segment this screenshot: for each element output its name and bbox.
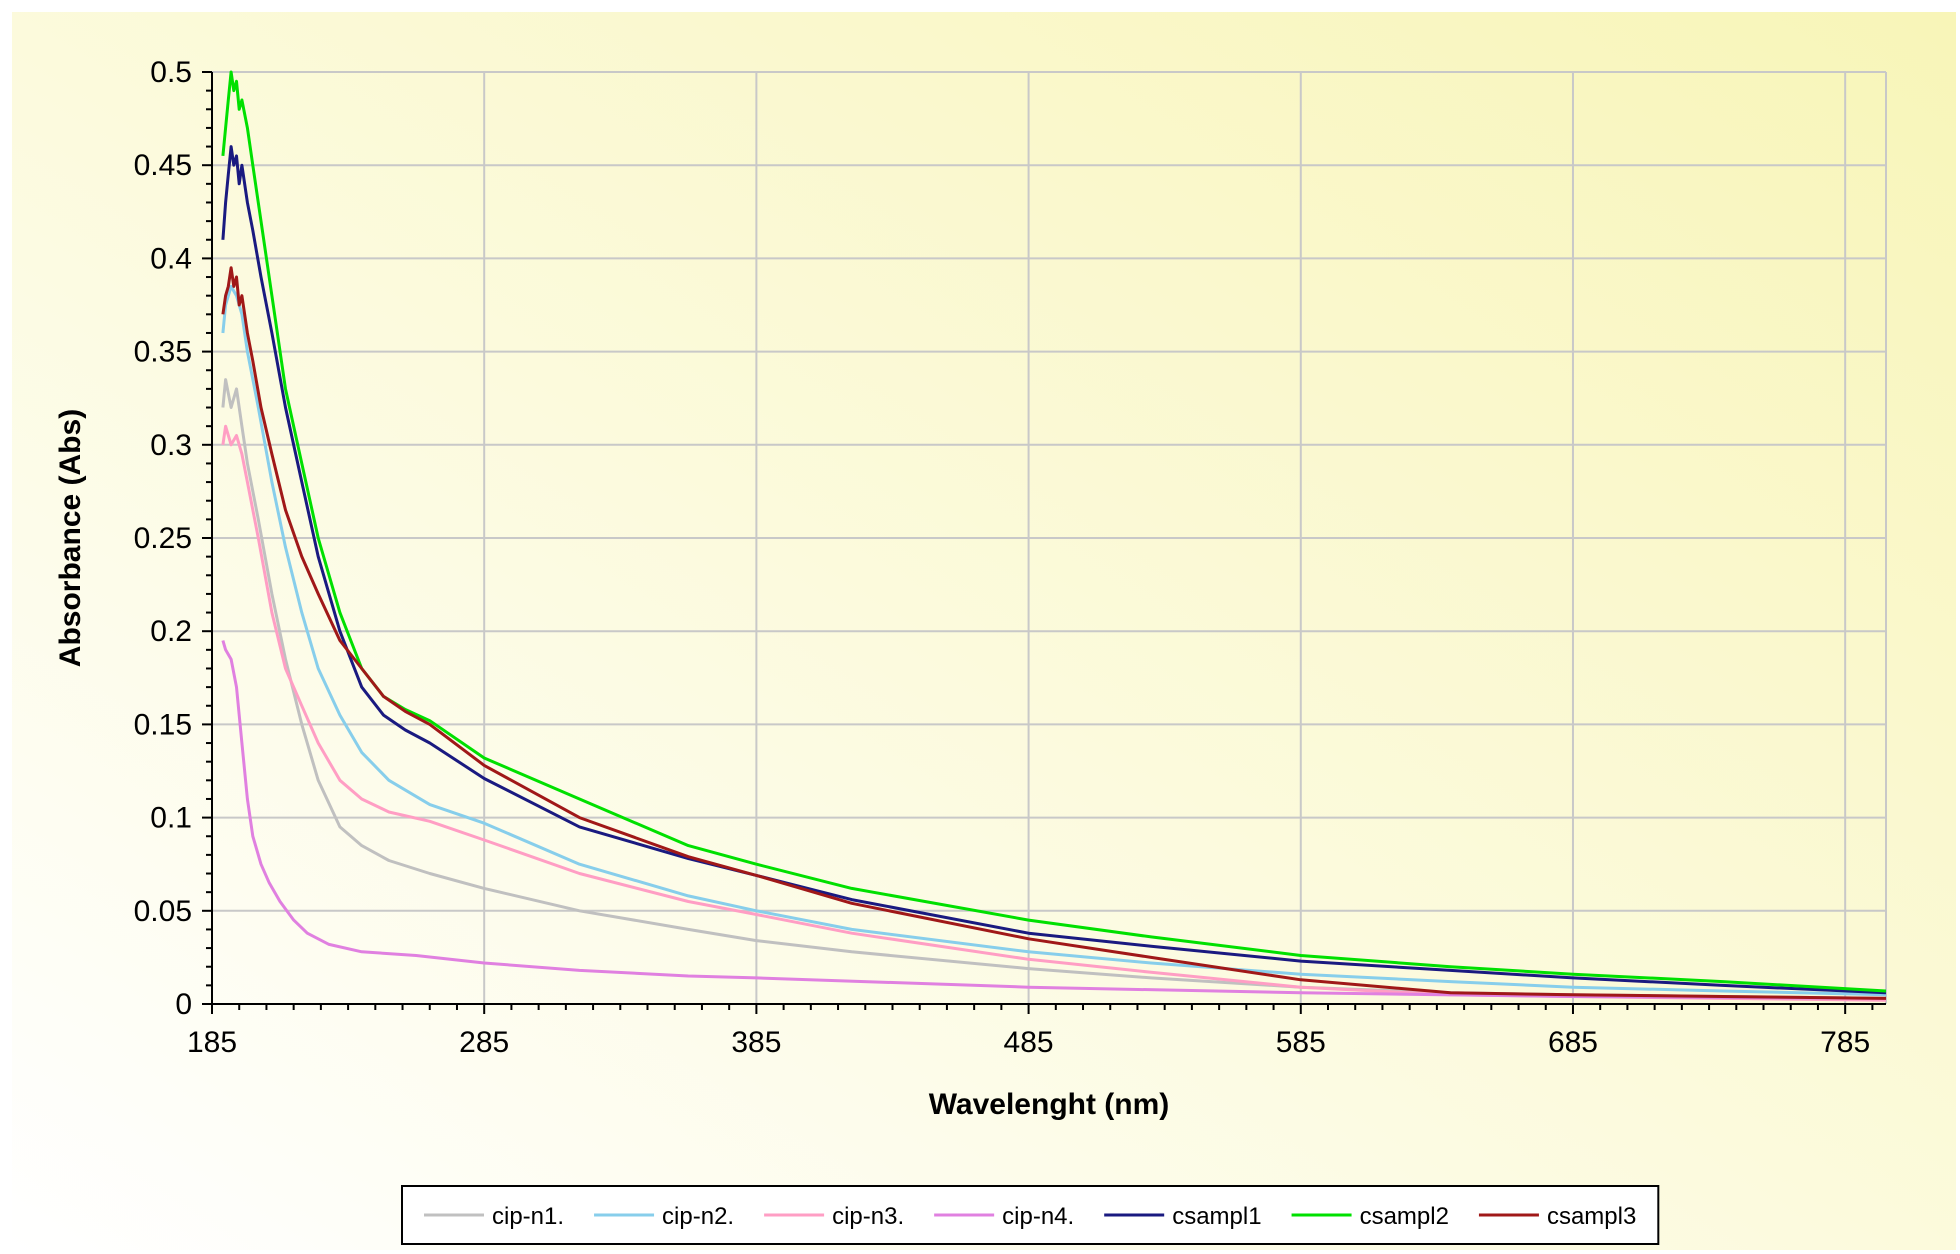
axes (202, 71, 1886, 1014)
y-tick-label: 0.2 (150, 615, 192, 648)
series-line-csampl1 (221, 145, 1886, 995)
x-tick-label: 785 (1820, 1026, 1870, 1059)
y-tick-label: 0.45 (134, 149, 192, 182)
x-tick-label: 385 (731, 1026, 781, 1059)
legend-label: csampl3 (1547, 1203, 1636, 1230)
legend-label: csampl2 (1360, 1203, 1449, 1230)
y-tick-label: 0.4 (150, 242, 192, 275)
legend-label: csampl1 (1172, 1203, 1261, 1230)
legend: cip-n1. cip-n2. cip-n3. cip-n4. csampl1 csamp… (401, 1185, 1660, 1245)
x-axis-title: Wavelenght (nm) (929, 1088, 1170, 1121)
x-tick-label: 585 (1276, 1026, 1326, 1059)
series-line-cip-n4 (221, 640, 1886, 1000)
y-tick-label: 0 (175, 988, 192, 1021)
legend-label: cip-n2. (662, 1203, 734, 1230)
y-tick-label: 0.35 (134, 336, 192, 369)
series-line-cip-n1 (221, 378, 1886, 1000)
y-tick-label: 0.25 (134, 522, 192, 555)
y-axis-title: Absorbance (Abs) (54, 409, 87, 667)
y-tick-label: 0.15 (134, 708, 192, 741)
x-tick-label: 285 (459, 1026, 509, 1059)
series-line-csampl3 (221, 266, 1886, 1000)
y-tick-labels: 0 0.05 0.1 0.15 0.2 0.25 0.3 0.35 0.4 0.45 0.5 (134, 56, 192, 1021)
x-tick-label: 685 (1548, 1026, 1598, 1059)
legend-label: cip-n4. (1002, 1203, 1074, 1230)
y-tick-label: 0.1 (150, 802, 192, 835)
y-tick-label: 0.3 (150, 429, 192, 462)
series-line-cip-n3 (221, 424, 1886, 1002)
absorbance-chart: 185 285 385 485 585 685 785 0 0.05 0.1 0.15 0.2 0.2… (12, 12, 1956, 1250)
series-line-cip-n2 (221, 284, 1886, 997)
series-layer (221, 70, 1886, 1002)
legend-items: cip-n1. cip-n2. cip-n3. cip-n4. csampl1 csamp… (424, 1203, 1636, 1230)
x-tick-label: 185 (187, 1026, 237, 1059)
y-tick-label: 0.5 (150, 56, 192, 89)
series-line-csampl2 (221, 70, 1886, 993)
legend-label: cip-n3. (832, 1203, 904, 1230)
y-tick-label: 0.05 (134, 895, 192, 928)
legend-label: cip-n1. (492, 1203, 564, 1230)
chart-frame: 185 285 385 485 585 685 785 0 0.05 0.1 0.15 0.2 0.2… (12, 12, 1956, 1250)
x-tick-labels: 185 285 385 485 585 685 785 (187, 1026, 1870, 1059)
x-tick-label: 485 (1004, 1026, 1054, 1059)
